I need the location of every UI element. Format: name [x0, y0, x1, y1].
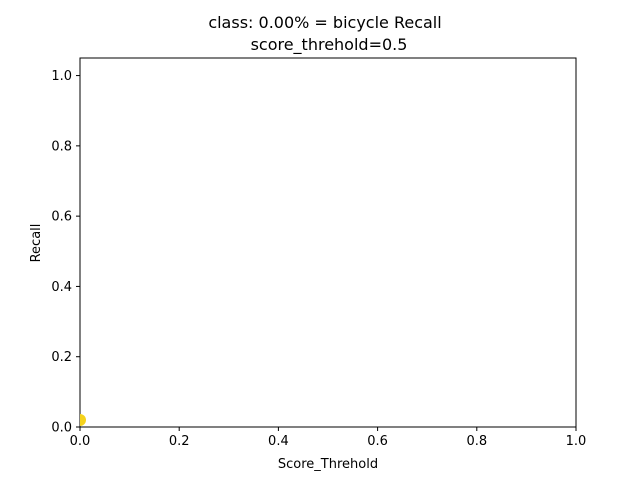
plot-area: 0.0 0.2 0.4 0.6 0.8 1.0 0.0 0.2 0.4 0.6 0.8 1.0	[51, 57, 587, 449]
chart-subtitle: score_threhold=0.5	[251, 35, 408, 55]
x-axis-label: Score_Threhold	[278, 457, 378, 472]
y-tick-label: 0.2	[51, 350, 72, 365]
x-tick-label: 0.6	[367, 434, 388, 449]
x-tick-label: 0.4	[268, 434, 289, 449]
y-tick-label: 0.0	[51, 421, 72, 436]
y-axis-label: Recall	[29, 224, 44, 263]
y-tick-label: 0.8	[51, 139, 72, 154]
x-tick-label: 1.0	[566, 434, 587, 449]
chart-title: class: 0.00% = bicycle Recall	[208, 13, 441, 32]
data-point	[80, 413, 86, 426]
x-tick-label: 0.8	[466, 434, 487, 449]
y-tick-label: 1.0	[51, 69, 72, 84]
y-tick-label: 0.6	[51, 210, 72, 225]
x-tick-label: 0.0	[70, 434, 91, 449]
x-tick-label: 0.2	[169, 434, 190, 449]
axes-frame	[79, 57, 577, 428]
y-tick-label: 0.4	[51, 280, 72, 295]
